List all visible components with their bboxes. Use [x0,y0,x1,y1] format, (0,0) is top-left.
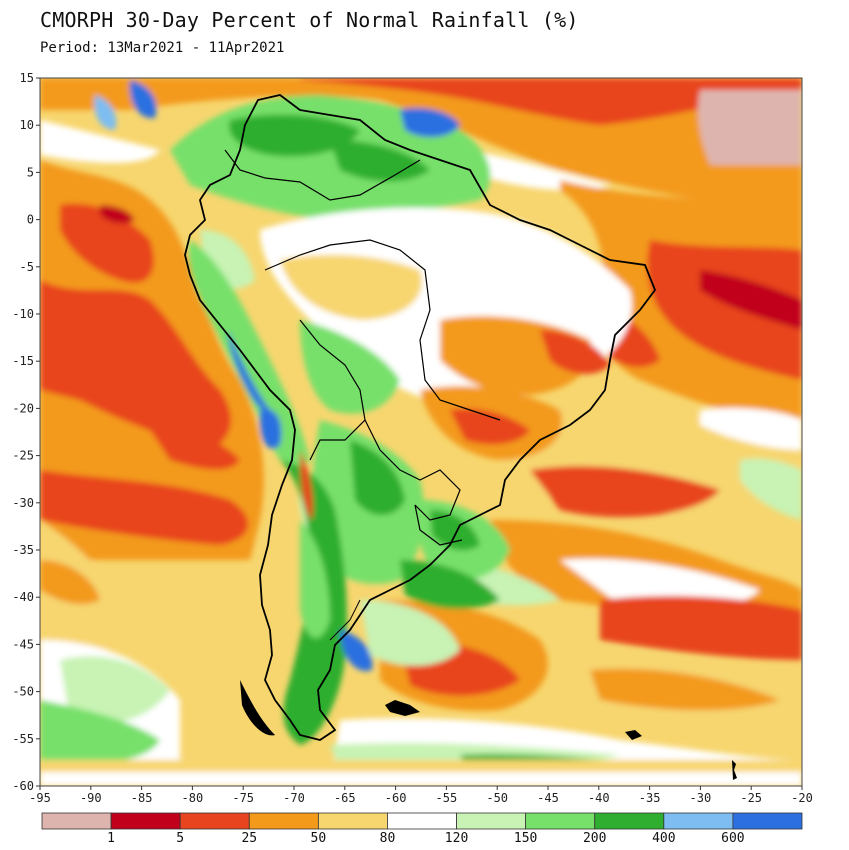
colorbar-swatch [41,812,112,830]
x-tick-label: -60 [385,791,407,805]
colorbar-legend: 1 5 25 50 80 120 150 200 400 600 [41,812,803,846]
y-tick-label: -40 [12,590,34,604]
colorbar-swatch [317,812,388,830]
x-tick-label: -75 [232,791,254,805]
colorbar-swatch [110,812,181,830]
x-tick-label: -50 [486,791,508,805]
period-subtitle: Period: 13Mar2021 - 11Apr2021 [40,40,285,56]
latitude-axis: 15 10 5 0 -5 -10 -15 -20 -25 -30 -35 -40 -45 -50 -55 -6… [12,71,40,793]
colorbar-label: 50 [311,831,327,846]
x-tick-label: -55 [436,791,458,805]
colorbar-label: 120 [445,831,468,846]
x-tick-label: -65 [334,791,356,805]
y-tick-label: -15 [12,354,34,368]
colorbar-label: 1 [107,831,115,846]
y-tick-label: -55 [12,732,34,746]
map-title: CMORPH 30-Day Percent of Normal Rainfall… [40,8,579,32]
longitude-axis: -95 -90 -85 -80 -75 -70 -65 -60 -55 -50 -45 -40 -35 -… [29,786,813,805]
y-tick-label: -25 [12,449,34,463]
colorbar-label: 80 [380,831,396,846]
colorbar-label: 400 [652,831,675,846]
y-tick-label: -5 [20,260,34,274]
colorbar-swatch [663,812,734,830]
y-tick-label: -30 [12,496,34,510]
x-tick-label: -70 [283,791,305,805]
y-tick-label: -50 [12,685,34,699]
x-tick-label: -40 [588,791,610,805]
x-tick-label: -30 [690,791,712,805]
x-tick-label: -95 [29,791,51,805]
colorbar-swatch [732,812,803,830]
colorbar-swatch [525,812,596,830]
colorbar-label: 5 [176,831,184,846]
colorbar-swatch [248,812,319,830]
y-tick-label: 0 [27,213,34,227]
y-tick-label: -35 [12,543,34,557]
rainfall-anomaly-field [40,78,802,786]
y-tick-label: -20 [12,401,34,415]
x-tick-label: -80 [182,791,204,805]
x-tick-label: -85 [131,791,153,805]
colorbar-label: 600 [721,831,744,846]
colorbar-swatch [594,812,665,830]
x-tick-label: -25 [740,791,762,805]
y-tick-label: 15 [20,71,34,85]
y-tick-label: 10 [20,118,34,132]
colorbar-label: 200 [583,831,606,846]
colorbar-swatch [179,812,250,830]
x-tick-label: -45 [537,791,559,805]
colorbar-label: 150 [514,831,537,846]
x-tick-label: -20 [791,791,813,805]
y-tick-label: -60 [12,779,34,793]
map-frame [39,77,803,787]
y-tick-label: 5 [27,165,34,179]
south-america-coastline [184,94,657,741]
x-tick-label: -90 [80,791,102,805]
y-tick-label: -45 [12,637,34,651]
colorbar-label: 25 [241,831,257,846]
colorbar-swatch [456,812,527,830]
y-tick-label: -10 [12,307,34,321]
colorbar-swatch [387,812,457,830]
x-tick-label: -35 [639,791,661,805]
